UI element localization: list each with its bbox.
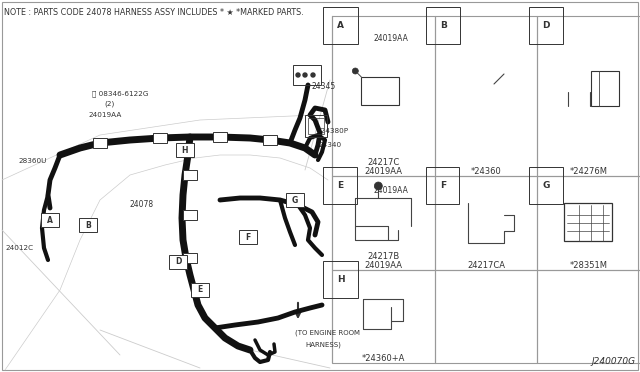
Text: 24340: 24340 [318, 142, 341, 148]
Text: E: E [197, 285, 203, 295]
Text: D: D [542, 21, 550, 30]
Text: *28351M: *28351M [570, 261, 607, 270]
Text: NOTE : PARTS CODE 24078 HARNESS ASSY INCLUDES * ★ *MARKED PARTS.: NOTE : PARTS CODE 24078 HARNESS ASSY INC… [4, 8, 304, 17]
Bar [239, 230, 257, 244]
Circle shape [311, 73, 315, 77]
Bar [293, 65, 321, 85]
Bar [591, 71, 619, 106]
Circle shape [296, 73, 300, 77]
Bar [191, 283, 209, 297]
Text: Ⓑ 08346-6122G: Ⓑ 08346-6122G [92, 90, 148, 97]
Text: 24019AA: 24019AA [364, 261, 403, 270]
Text: G: G [292, 196, 298, 205]
Bar [564, 203, 612, 241]
Text: A: A [47, 215, 53, 224]
Text: H: H [182, 145, 188, 154]
Bar [183, 170, 197, 180]
Text: 28360U: 28360U [18, 158, 46, 164]
Bar [435, 176, 538, 270]
Text: 24217C: 24217C [367, 158, 399, 167]
Text: 24345: 24345 [312, 82, 336, 91]
Text: *24360: *24360 [470, 167, 501, 176]
Bar [176, 143, 194, 157]
Bar [79, 218, 97, 232]
Circle shape [374, 182, 382, 190]
Text: D: D [175, 257, 181, 266]
Text: (TO ENGINE ROOM: (TO ENGINE ROOM [295, 330, 360, 337]
Bar [93, 138, 107, 148]
Bar [308, 118, 324, 134]
Bar [41, 213, 59, 227]
Bar [362, 77, 399, 105]
Bar [183, 210, 197, 220]
Text: *24276M: *24276M [570, 167, 607, 176]
Text: 24217CA: 24217CA [467, 261, 505, 270]
Text: J240070G: J240070G [592, 357, 636, 366]
Text: *24360+A: *24360+A [362, 354, 405, 363]
Text: A: A [337, 21, 344, 30]
Text: 24217B: 24217B [367, 252, 399, 261]
Bar [169, 255, 187, 269]
Text: H: H [337, 275, 344, 284]
Text: F: F [245, 232, 251, 241]
Bar [305, 115, 327, 137]
Text: B: B [85, 221, 91, 230]
Bar [435, 270, 538, 363]
Text: 24012C: 24012C [5, 245, 33, 251]
Text: 24078: 24078 [130, 200, 154, 209]
Text: 24019AA: 24019AA [373, 186, 408, 195]
Bar [538, 270, 640, 363]
Text: 24019AA: 24019AA [373, 34, 408, 43]
Bar [332, 270, 435, 363]
Bar [263, 135, 277, 145]
Circle shape [353, 68, 358, 74]
Text: 24019AA: 24019AA [364, 167, 403, 176]
Circle shape [303, 73, 307, 77]
Bar [538, 16, 640, 176]
Text: 24019AA: 24019AA [88, 112, 122, 118]
Text: HARNESS): HARNESS) [305, 341, 341, 347]
Text: B: B [440, 21, 447, 30]
Text: *24380P: *24380P [318, 128, 349, 134]
Text: (2): (2) [104, 100, 115, 106]
Bar [332, 176, 435, 270]
Bar [213, 132, 227, 142]
Text: E: E [337, 181, 343, 190]
Bar [183, 253, 197, 263]
Bar [153, 133, 167, 143]
Bar [538, 176, 640, 270]
Text: G: G [542, 181, 550, 190]
Text: F: F [440, 181, 446, 190]
Bar [286, 193, 304, 207]
Bar [332, 16, 435, 176]
Bar [435, 16, 538, 176]
